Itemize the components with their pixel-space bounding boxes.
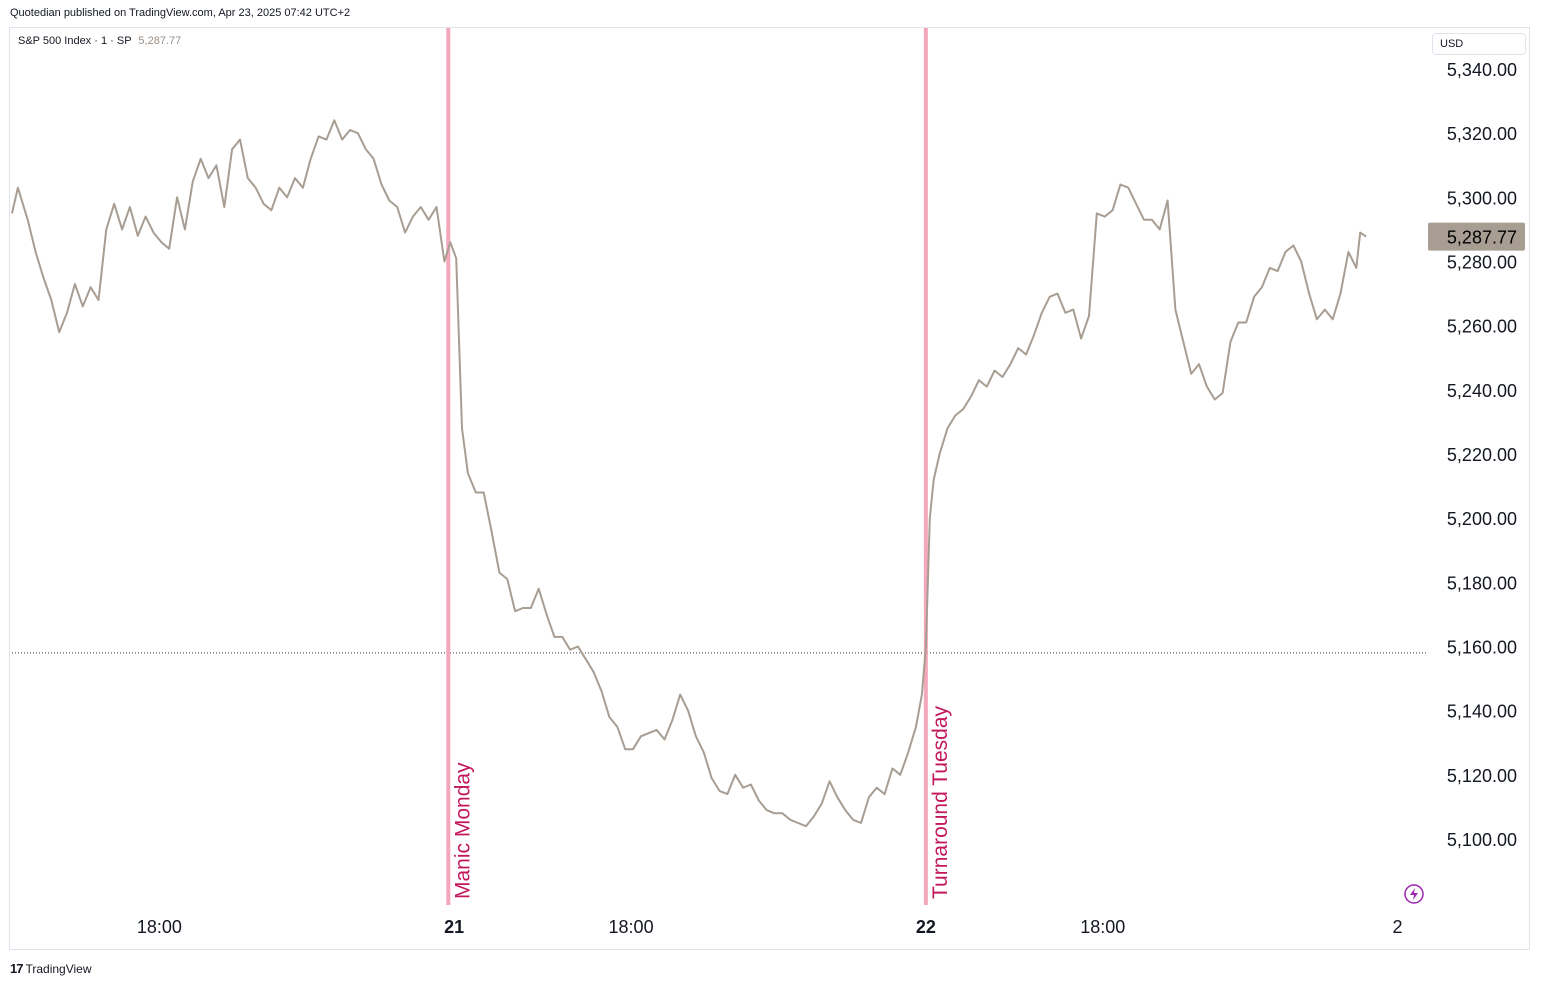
published-caption: Quotedian published on TradingView.com, … <box>10 7 351 19</box>
chart-frame <box>9 27 1530 950</box>
y-tick-label: 5,300.00 <box>1447 188 1517 208</box>
y-tick-label: 5,200.00 <box>1447 509 1517 529</box>
y-tick-label: 5,140.00 <box>1447 702 1517 722</box>
x-tick-label: 18:00 <box>609 917 654 937</box>
y-tick-label: 5,120.00 <box>1447 766 1517 786</box>
series-layer <box>11 119 1367 828</box>
y-tick-label: 5,220.00 <box>1447 445 1517 465</box>
last-price-badge <box>1428 222 1525 251</box>
event-marker-layer: Manic Monday Turnaround Tuesday <box>446 28 952 905</box>
x-tick-label: 18:00 <box>1080 917 1125 937</box>
y-tick-label: 5,240.00 <box>1447 381 1517 401</box>
last-price-layer: 5,287.77 <box>1428 222 1525 251</box>
event-marker-label: Turnaround Tuesday <box>929 705 952 899</box>
footer-brand-label: TradingView <box>25 961 92 976</box>
price-series-line <box>11 119 1367 828</box>
y-tick-label: 5,280.00 <box>1447 253 1517 273</box>
y-tick-label: 5,160.00 <box>1447 638 1517 658</box>
y-tick-label: 5,100.00 <box>1447 830 1517 850</box>
y-tick-label: 5,180.00 <box>1447 573 1517 593</box>
currency-selector[interactable]: USD <box>1432 33 1526 55</box>
legend-last-value: 5,287.77 <box>138 35 182 47</box>
tradingview-logo-icon: 17 <box>10 961 24 976</box>
y-tick-label: 5,340.00 <box>1447 60 1517 80</box>
last-price-label: 5,287.77 <box>1447 228 1517 248</box>
x-tick-label: 21 <box>444 917 464 937</box>
x-tick-label: 2 <box>1393 917 1403 937</box>
symbol-legend[interactable]: S&P 500 Index · 1 · SP 5,287.77 <box>18 35 181 47</box>
x-tick-label: 18:00 <box>137 917 182 937</box>
event-marker-label: Manic Monday <box>451 762 474 899</box>
y-tick-label: 5,320.00 <box>1447 124 1517 144</box>
lightning-icon[interactable] <box>1404 884 1424 904</box>
footer-brand: 17 TradingView <box>10 961 92 976</box>
time-axis: 18:00 21 18:00 22 18:00 2 <box>137 917 1403 937</box>
symbol-label: S&P 500 Index · 1 · SP <box>18 35 132 47</box>
price-axis: 5,100.00 5,120.00 5,140.00 5,160.00 5,180.00… <box>1447 60 1517 850</box>
x-tick-label: 22 <box>916 917 936 937</box>
y-tick-label: 5,260.00 <box>1447 317 1517 337</box>
